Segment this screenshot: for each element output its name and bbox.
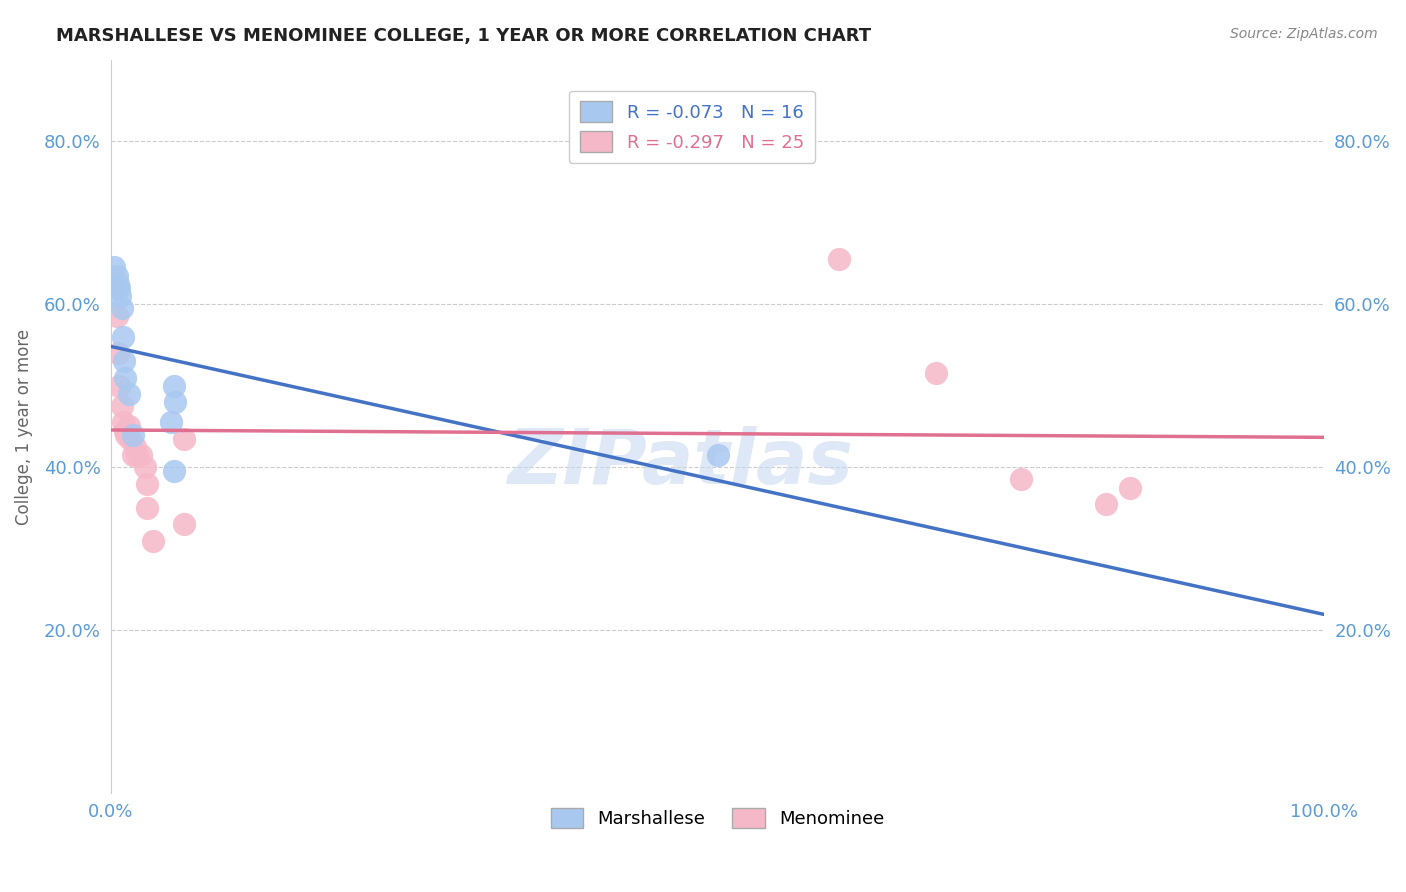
Point <box>110 289 132 303</box>
Point <box>1095 497 1118 511</box>
Point <box>118 419 141 434</box>
Point <box>129 448 152 462</box>
Point <box>103 281 125 295</box>
Point <box>925 367 948 381</box>
Point <box>107 346 129 360</box>
Point <box>136 476 159 491</box>
Point <box>121 427 143 442</box>
Point <box>115 427 138 442</box>
Point <box>163 464 186 478</box>
Text: Source: ZipAtlas.com: Source: ZipAtlas.com <box>1230 27 1378 41</box>
Point <box>107 277 129 291</box>
Point <box>111 416 134 430</box>
Point <box>173 517 195 532</box>
Point <box>1119 481 1142 495</box>
Point <box>103 260 125 275</box>
Point <box>163 395 186 409</box>
Point <box>105 310 128 324</box>
Point <box>706 448 728 462</box>
Point <box>112 354 135 368</box>
Point <box>105 268 128 283</box>
Point <box>163 378 186 392</box>
Point <box>1010 473 1032 487</box>
Text: MARSHALLESE VS MENOMINEE COLLEGE, 1 YEAR OR MORE CORRELATION CHART: MARSHALLESE VS MENOMINEE COLLEGE, 1 YEAR… <box>56 27 872 45</box>
Point <box>136 501 159 516</box>
Point <box>173 432 195 446</box>
Point <box>111 330 134 344</box>
Point <box>108 281 131 295</box>
Point <box>127 448 149 462</box>
Point <box>134 460 156 475</box>
Point <box>111 301 134 316</box>
Point <box>121 448 143 462</box>
Point <box>828 252 851 267</box>
Point <box>114 370 136 384</box>
Point <box>142 533 165 548</box>
Point <box>108 378 131 392</box>
Point <box>111 399 134 413</box>
Point <box>124 440 146 454</box>
Legend: Marshallese, Menominee: Marshallese, Menominee <box>543 800 891 836</box>
Text: ZIPatlas: ZIPatlas <box>508 426 853 500</box>
Point <box>120 432 142 446</box>
Point <box>160 416 183 430</box>
Point <box>114 424 136 438</box>
Y-axis label: College, 1 year or more: College, 1 year or more <box>15 328 32 524</box>
Point <box>118 387 141 401</box>
